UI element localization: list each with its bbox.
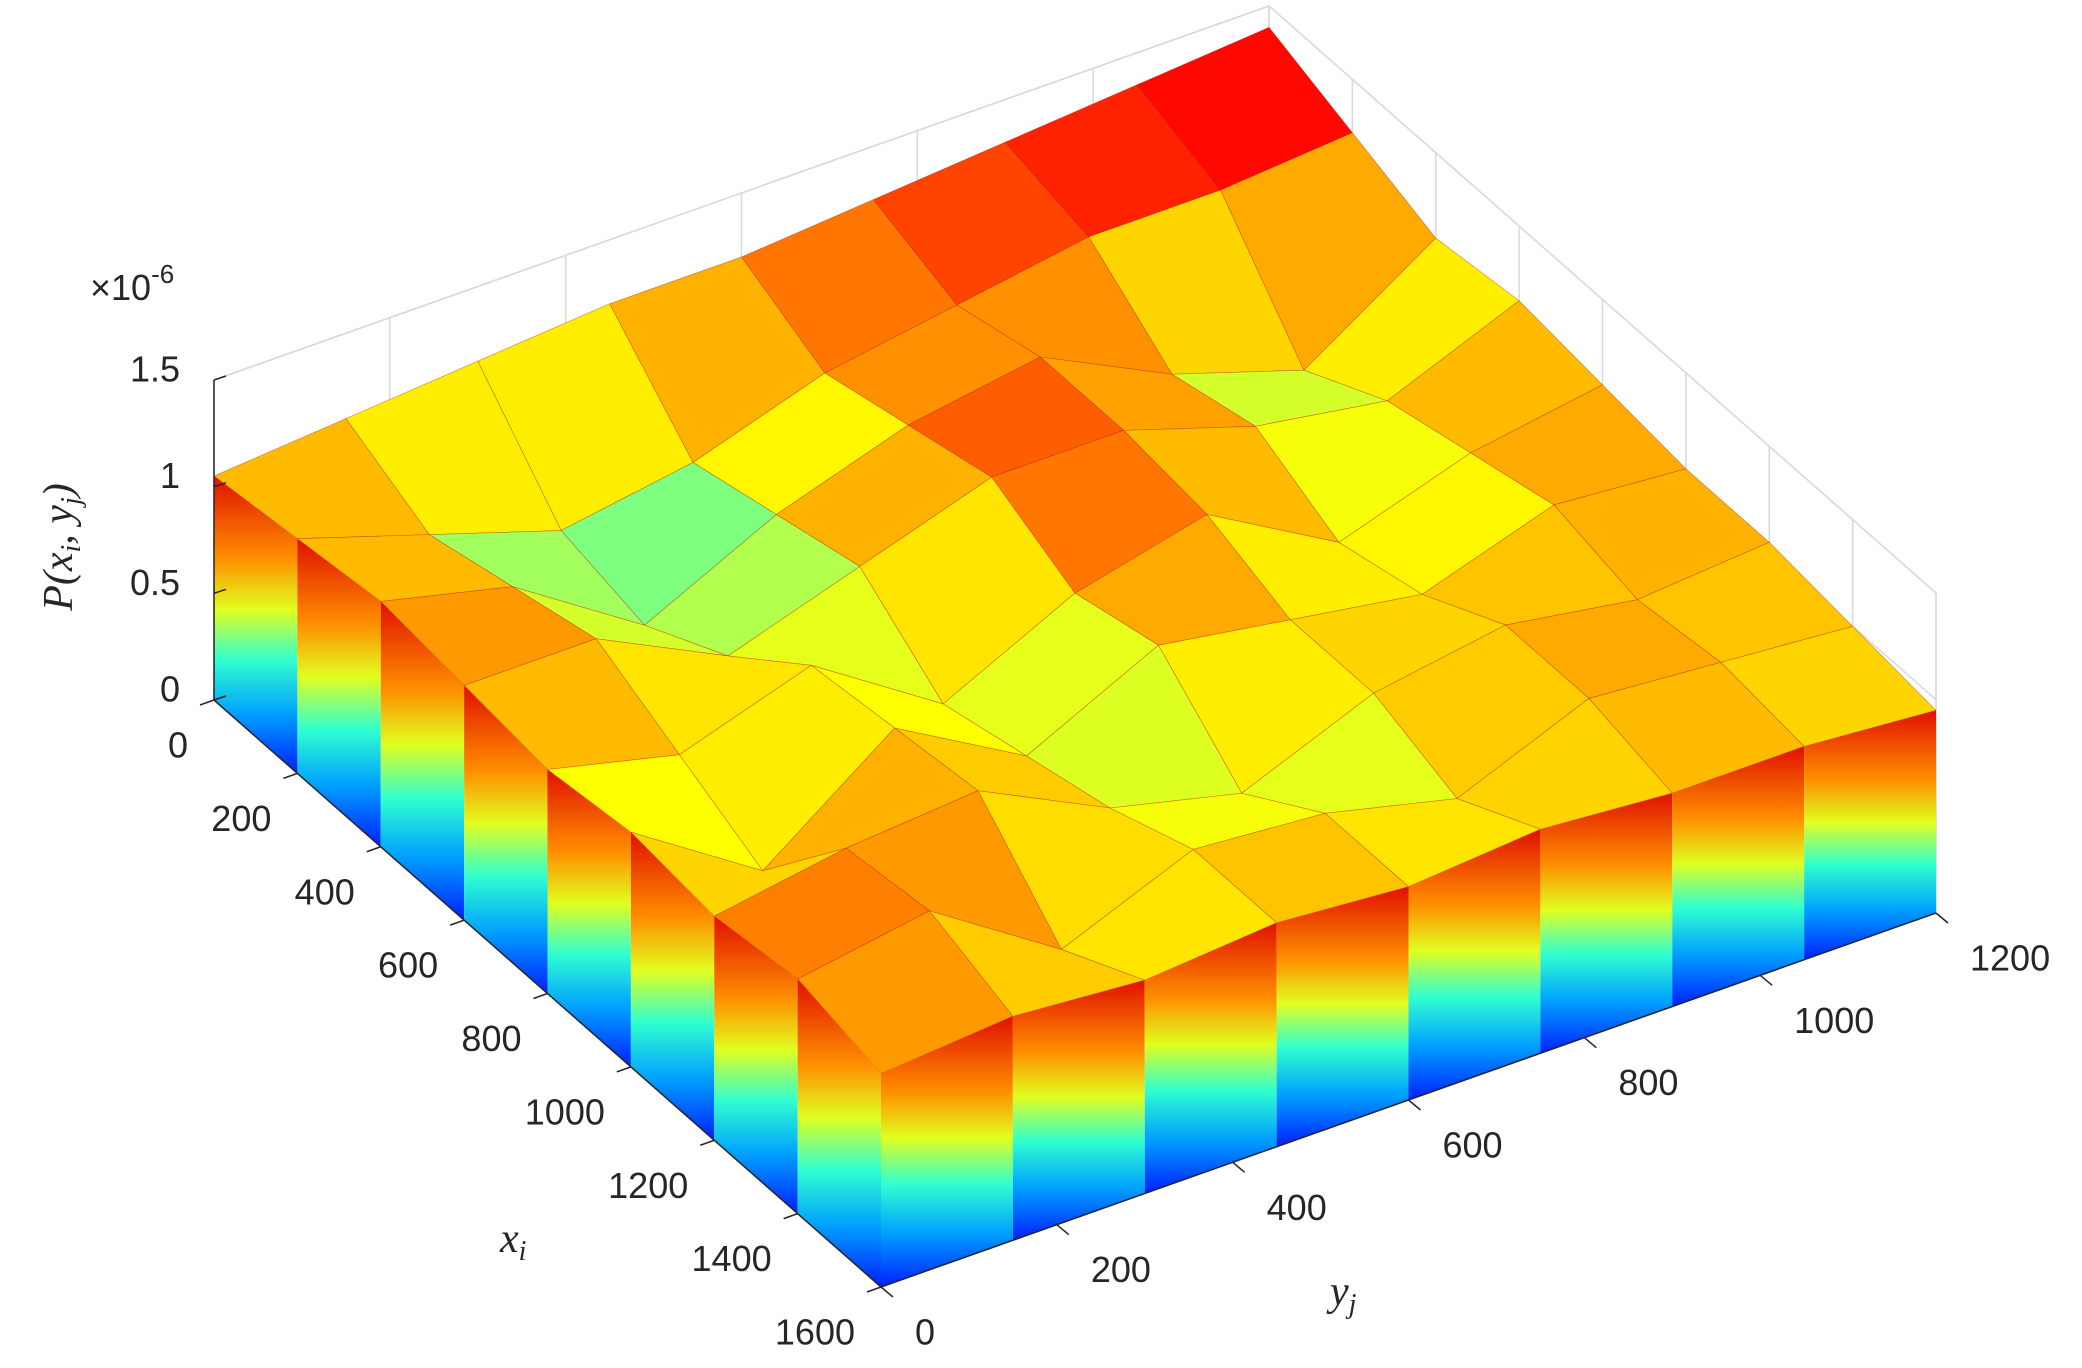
- x-tick: [366, 846, 382, 853]
- z-tick: [213, 695, 227, 701]
- x-tick: [283, 772, 298, 780]
- y-label-base: y: [1326, 1269, 1349, 1315]
- x-tick: [866, 1286, 882, 1293]
- y-tick-label: 0: [915, 1312, 935, 1353]
- z-axis-label: P(xi, yj): [36, 483, 87, 612]
- y-tick: [1759, 974, 1773, 986]
- x-tick-label: 1600: [775, 1312, 855, 1353]
- z-tick: [213, 481, 227, 488]
- y-tick-label: 600: [1443, 1125, 1503, 1166]
- x-tick-label: 1400: [692, 1238, 772, 1279]
- surface-skirt: [797, 978, 881, 1287]
- exponent-base: ×10: [90, 267, 151, 308]
- exponent-power: -6: [151, 259, 174, 289]
- surface-skirt: [1144, 922, 1277, 1194]
- x-tick: [199, 699, 215, 706]
- z-label-sub: i: [56, 545, 87, 553]
- z-label-part: P(x: [36, 552, 82, 612]
- x-label-base: x: [499, 1216, 519, 1262]
- y-axis-label: yj: [1326, 1269, 1357, 1320]
- z-tick: [213, 588, 227, 595]
- z-tick: [213, 375, 227, 381]
- x-tick-label: 1200: [608, 1165, 688, 1206]
- y-tick: [880, 1286, 894, 1298]
- y-tick: [1935, 912, 1949, 924]
- x-tick: [616, 1066, 632, 1073]
- surface-skirt: [881, 1016, 1013, 1287]
- x-tick-label: 0: [168, 725, 188, 766]
- x-tick: [783, 1212, 798, 1220]
- surface-skirt: [464, 685, 548, 994]
- surface-skirt: [714, 916, 798, 1214]
- x-tick-label: 400: [295, 871, 355, 912]
- y-tick-label: 1200: [1970, 938, 2050, 979]
- surface-skirt: [547, 769, 631, 1067]
- x-tick: [533, 992, 548, 1000]
- z-label-sub: j: [56, 497, 87, 508]
- surface-skirt: [1804, 710, 1936, 960]
- y-tick: [1056, 1224, 1070, 1236]
- x-axis-label: xi: [499, 1216, 526, 1267]
- y-tick-label: 1000: [1794, 1000, 1874, 1041]
- y-tick: [1232, 1161, 1246, 1173]
- z-exponent: ×10-6: [90, 259, 174, 308]
- y-tick-label: 200: [1091, 1249, 1151, 1290]
- surface-skirt: [1012, 980, 1145, 1241]
- surface-skirt: [1276, 886, 1409, 1147]
- y-label-sub: j: [1346, 1289, 1357, 1320]
- z-label-part: ): [36, 483, 82, 499]
- surface-skirt: [630, 832, 715, 1141]
- surface-skirt: [1408, 829, 1541, 1100]
- z-label-part: , y: [36, 505, 82, 545]
- y-tick: [1583, 1037, 1597, 1049]
- surface-skirt: [380, 601, 465, 921]
- x-tick-label: 1000: [525, 1091, 605, 1132]
- y-tick-label: 800: [1618, 1062, 1678, 1103]
- z-tick-label: 0: [160, 669, 180, 710]
- surface: [213, 26, 1937, 1287]
- y-tick-label: 400: [1267, 1187, 1327, 1228]
- surface-skirt: [214, 476, 298, 774]
- x-tick: [449, 919, 465, 926]
- surface-skirt: [297, 538, 381, 847]
- x-tick-label: 200: [211, 798, 271, 839]
- x-tick-label: 600: [378, 945, 438, 986]
- x-tick-label: 800: [461, 1018, 521, 1059]
- z-tick-label: 0.5: [130, 562, 180, 603]
- y-tick: [1408, 1099, 1421, 1111]
- z-tick-label: 1: [160, 455, 180, 496]
- surface-skirt: [1540, 793, 1673, 1054]
- x-label-sub: i: [519, 1236, 527, 1267]
- z-tick-label: 1.5: [130, 349, 180, 390]
- surface-skirt: [1672, 746, 1805, 1007]
- x-tick: [699, 1139, 715, 1146]
